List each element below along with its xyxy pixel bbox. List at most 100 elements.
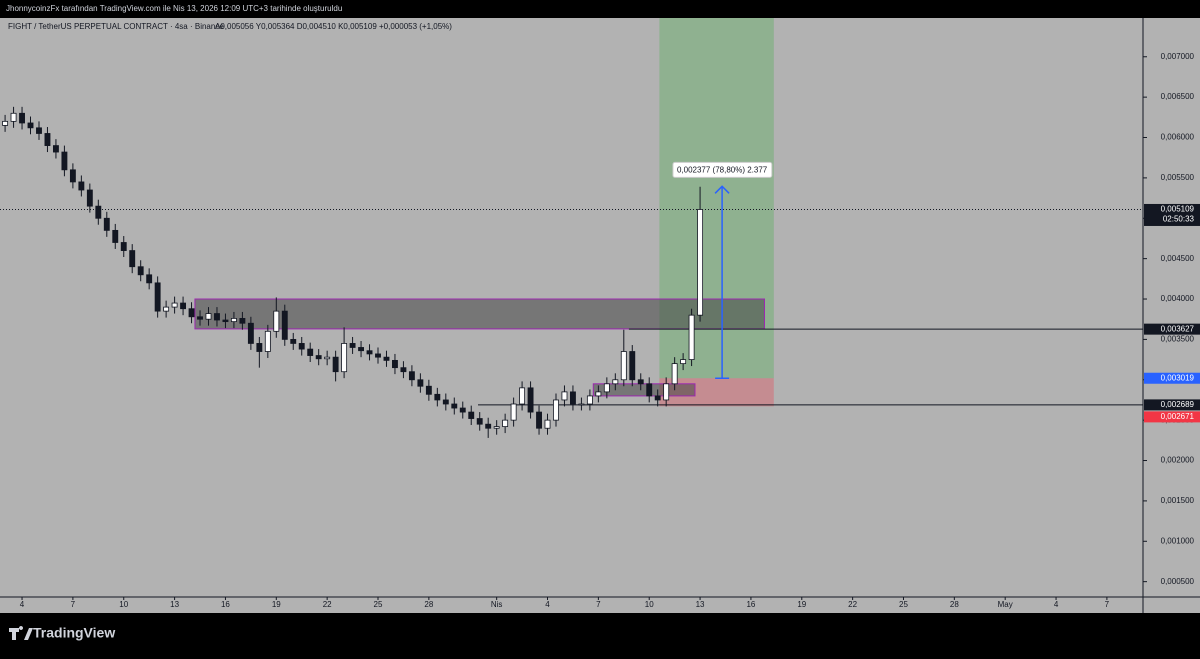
candle-body xyxy=(19,112,25,124)
ohlc-legend: A0,005056 Y0,005364 D0,004510 K0,005109 … xyxy=(215,22,452,31)
x-tick-label: 7 xyxy=(596,600,601,609)
price-level-label: 0,003627 xyxy=(1161,324,1195,333)
candle-body xyxy=(586,395,593,405)
header: JhonnycoinzFx tarafından TradingView.com… xyxy=(6,4,342,13)
price-level-label-box xyxy=(1144,399,1200,411)
candle-body xyxy=(247,322,254,344)
candle-body xyxy=(451,403,458,409)
x-tick-label: 22 xyxy=(323,600,332,609)
x-tick-label: Nis xyxy=(491,600,503,609)
x-tick-label: 25 xyxy=(374,600,383,609)
candle-body xyxy=(349,343,356,348)
overlay: 0,002377 (78,80%) 2.377 xyxy=(672,161,773,379)
x-tick-label: 13 xyxy=(170,600,179,609)
candle-body xyxy=(536,411,542,429)
zone xyxy=(592,383,696,397)
candle-body xyxy=(493,426,500,429)
price-level-label-box xyxy=(1144,203,1200,226)
price-level-label: 0,002671 xyxy=(1161,412,1195,421)
candle-body xyxy=(400,367,407,373)
candle-body xyxy=(154,282,161,312)
candle-body xyxy=(637,379,644,385)
x-tick-label: 28 xyxy=(950,600,959,609)
candle-body xyxy=(654,395,661,401)
candle-body xyxy=(315,355,322,360)
candle-body xyxy=(27,122,34,129)
x-tick-label: 28 xyxy=(424,600,433,609)
candle-body xyxy=(137,266,144,276)
candle-body xyxy=(442,399,449,405)
candle-body xyxy=(146,274,153,284)
x-tick-label: 10 xyxy=(645,600,654,609)
candle-body xyxy=(680,359,687,365)
x-tick-label: May xyxy=(998,600,1013,609)
x-tick-label: 4 xyxy=(545,600,550,609)
logo-icon xyxy=(9,626,33,640)
candle-body xyxy=(697,209,704,316)
measure-arrow-head xyxy=(714,185,730,194)
x-tick-label: 25 xyxy=(899,600,908,609)
candle-body xyxy=(281,310,288,340)
x-tick-label: 4 xyxy=(1054,600,1059,609)
x-tick-label: 16 xyxy=(221,600,230,609)
candle-body xyxy=(222,319,229,323)
price-level-label: 0,003019 xyxy=(1161,373,1195,382)
candle-body xyxy=(95,205,102,219)
symbol-title: FIGHT / TetherUS PERPETUAL CONTRACT · 4s… xyxy=(8,22,224,31)
candle-body xyxy=(502,419,509,428)
x-tick-label: 4 xyxy=(20,600,25,609)
x-tick-label: 7 xyxy=(1105,600,1110,609)
y-tick-label: 0,002000 xyxy=(1161,456,1195,465)
candle-body xyxy=(612,379,619,385)
candle-body xyxy=(290,338,297,344)
candle-body xyxy=(230,318,237,323)
plot-area xyxy=(0,18,1143,438)
candle-body xyxy=(103,217,110,231)
y-tick-label: 0,001500 xyxy=(1161,496,1195,505)
measure-label-box xyxy=(672,161,773,178)
candle-body xyxy=(519,387,526,405)
y-tick-label: 0,001000 xyxy=(1161,536,1195,545)
measure-label: 0,002377 (78,80%) 2.377 xyxy=(677,165,768,174)
candle-body xyxy=(2,120,9,126)
price-level-label: 0,002689 xyxy=(1161,400,1195,409)
y-tick-label: 0,005500 xyxy=(1161,173,1195,182)
candle-body xyxy=(78,181,85,191)
y-tick-label: 0,007000 xyxy=(1161,52,1195,61)
x-tick-label: 10 xyxy=(119,600,128,609)
price-countdown: 02:50:33 xyxy=(1163,215,1195,224)
candle-body xyxy=(188,308,195,318)
candle-body xyxy=(86,189,93,207)
candle-body xyxy=(569,391,576,405)
price-level-label-box xyxy=(1144,372,1200,384)
candle-body xyxy=(10,112,17,122)
zone xyxy=(194,298,765,330)
candle-body xyxy=(629,351,636,381)
candle-body xyxy=(646,383,653,397)
brand-name: TradingView xyxy=(33,625,115,641)
y-tick-label: 0,004000 xyxy=(1161,294,1195,303)
candle-body xyxy=(256,343,263,352)
x-tick-label: 16 xyxy=(746,600,755,609)
candle-body xyxy=(553,399,559,421)
y-tick-label: 0,006000 xyxy=(1161,133,1195,142)
candle-body xyxy=(52,145,59,153)
candle-body xyxy=(36,127,42,134)
candle-body xyxy=(408,371,415,381)
candle-body xyxy=(324,356,331,360)
candle-body xyxy=(358,347,364,352)
price-level-label-box xyxy=(1144,411,1200,423)
candle-body xyxy=(417,379,424,387)
candle-body xyxy=(544,419,551,429)
y-tick-label: 0,006500 xyxy=(1161,92,1195,101)
y-tick-label: 0,003500 xyxy=(1161,335,1195,344)
candle-body xyxy=(273,310,280,332)
candle-body xyxy=(375,353,381,358)
candle-body xyxy=(510,403,517,421)
candle-body xyxy=(120,242,127,251)
candle-body xyxy=(688,314,695,360)
y-tick-label: 0,004500 xyxy=(1161,254,1195,263)
candle-body xyxy=(476,418,483,425)
candle-body xyxy=(180,302,187,310)
candle-body xyxy=(383,356,390,361)
